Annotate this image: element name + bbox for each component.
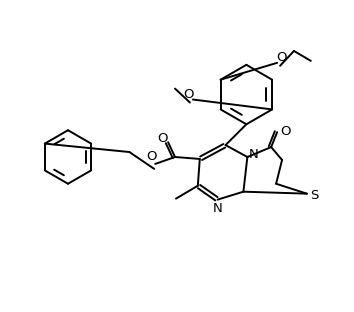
Text: O: O: [146, 150, 156, 163]
Text: O: O: [280, 125, 290, 138]
Text: O: O: [276, 51, 286, 64]
Text: S: S: [310, 189, 319, 202]
Text: N: N: [249, 148, 258, 160]
Text: N: N: [213, 202, 223, 215]
Text: O: O: [157, 132, 167, 145]
Text: O: O: [184, 88, 194, 101]
